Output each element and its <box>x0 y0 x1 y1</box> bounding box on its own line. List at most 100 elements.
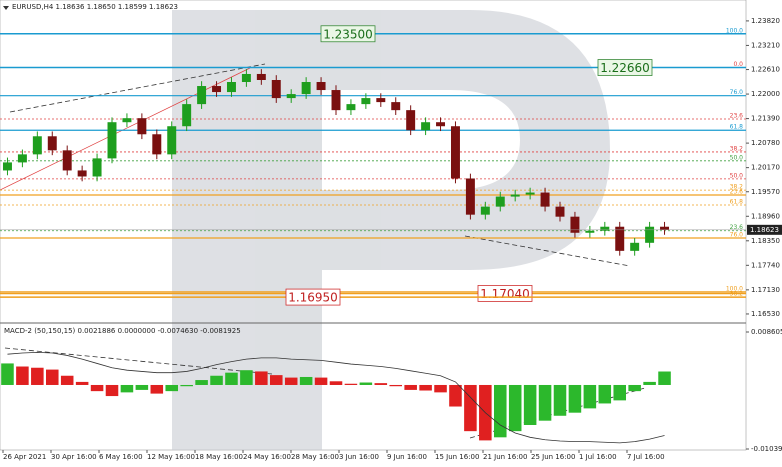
y-tick-label: 1.17130 <box>751 286 780 294</box>
macd-bar <box>389 384 403 387</box>
y-tick-label: 1.22000 <box>751 90 780 98</box>
y-tick-label: 1.23210 <box>751 41 780 49</box>
fib-level-label: 76.0 <box>730 89 744 96</box>
price-level-box <box>320 25 376 43</box>
x-tick-label: 21 Jun 16:00 <box>483 453 527 461</box>
fib-level-label: 61.8 <box>730 199 744 206</box>
candle-body <box>540 192 550 207</box>
candle-body <box>107 122 117 159</box>
candle-body <box>122 118 132 123</box>
price-level-box <box>597 59 653 76</box>
macd-bar <box>90 384 104 392</box>
x-tick-label: 15 Jun 16:00 <box>435 453 479 461</box>
candle-body <box>585 230 595 233</box>
fib-level-label: 50.0 <box>730 172 744 179</box>
candle-body <box>62 150 72 171</box>
macd-bar <box>344 383 358 385</box>
candle-body <box>77 170 87 177</box>
x-tick-label: 24 May 16:00 <box>243 453 291 461</box>
candle-body <box>241 73 251 83</box>
macd-bar <box>210 375 223 385</box>
macd-bar <box>284 377 298 385</box>
y-tick-label: 1.22610 <box>751 66 780 74</box>
chart-title: EURUSD,H4 1.18636 1.18650 1.18599 1.1862… <box>12 3 178 11</box>
y-tick-label: 1.17740 <box>751 261 780 269</box>
macd-bar <box>165 384 179 392</box>
candle-body <box>212 86 222 93</box>
y-tick-label: 1.16530 <box>751 310 780 318</box>
macd-bar <box>359 382 373 385</box>
price-level-label: 1.23500 <box>323 27 373 41</box>
macd-bar <box>568 384 582 413</box>
fib-level-label: 100.0 <box>726 285 743 292</box>
candle-body <box>525 192 535 195</box>
x-tick-label: 18 May 16:00 <box>195 453 243 461</box>
macd-bar <box>538 384 552 421</box>
current-price-label: 1.18623 <box>750 226 779 234</box>
candle-body <box>615 226 625 251</box>
macd-bar <box>314 377 328 385</box>
x-tick-label: 1 Jul 16:00 <box>579 453 617 461</box>
candle-body <box>406 110 416 131</box>
candle-body <box>376 98 386 103</box>
candle-body <box>480 206 490 215</box>
candle-body <box>600 226 610 231</box>
candle-body <box>495 196 505 207</box>
candle-body <box>510 194 520 197</box>
price-level-label: 1.22660 <box>600 61 650 75</box>
x-tick-label: 25 Jun 16:00 <box>531 453 575 461</box>
candle-body <box>301 82 311 95</box>
macd-bar <box>374 383 388 385</box>
macd-bar <box>269 375 283 385</box>
macd-bar <box>523 384 537 426</box>
x-tick-label: 26 Apr 2021 <box>3 453 46 461</box>
candle-body <box>197 86 207 105</box>
macd-bar <box>180 384 193 387</box>
candle-body <box>316 82 326 91</box>
candle-body <box>630 242 640 251</box>
price-level-box <box>285 288 341 306</box>
candle-body <box>271 79 281 99</box>
y-tick-label: 1.18350 <box>751 237 780 245</box>
candle-body <box>645 226 655 243</box>
macd-bar <box>404 384 417 390</box>
macd-line <box>7 351 665 444</box>
fib-level-label: 61.8 <box>730 124 744 131</box>
fib-level-label: 0.0 <box>733 61 743 68</box>
macd-bar <box>658 371 671 385</box>
candle-body <box>256 73 266 80</box>
candle-body <box>17 154 27 163</box>
candle-body <box>2 162 12 171</box>
macd-bar <box>299 376 313 385</box>
candle-body <box>465 178 475 215</box>
macd-bar <box>195 380 208 385</box>
macd-bar <box>31 367 44 385</box>
macd-bar <box>150 384 164 394</box>
macd-y-tick-label: -0.010398 <box>751 445 782 453</box>
candle-body <box>660 226 670 230</box>
candle-body <box>421 122 431 131</box>
macd-bar <box>613 384 627 401</box>
fib-level-label: 50.0 <box>730 154 744 161</box>
fib-level-label: 23.6 <box>730 112 744 119</box>
fib-base-line <box>0 67 251 191</box>
macd-bar <box>16 366 29 385</box>
y-tick-label: 1.20780 <box>751 139 780 147</box>
macd-bar <box>419 384 432 391</box>
fib-level-label: 38.2 <box>730 184 744 191</box>
x-tick-label: 28 May 16:00 <box>291 453 339 461</box>
candle-body <box>331 90 341 111</box>
macd-bar <box>493 384 507 438</box>
y-tick-label: 1.20170 <box>751 164 780 172</box>
macd-bar <box>449 384 462 407</box>
macd-bar <box>75 381 89 385</box>
candle-body <box>167 126 177 155</box>
macd-bar <box>329 381 343 385</box>
candle-body <box>182 104 192 127</box>
macd-bar <box>255 371 268 385</box>
menu-arrow <box>3 6 9 10</box>
x-tick-label: 7 Jul 16:00 <box>627 453 665 461</box>
x-tick-label: 6 May 16:00 <box>99 453 143 461</box>
macd-bar <box>553 384 567 416</box>
